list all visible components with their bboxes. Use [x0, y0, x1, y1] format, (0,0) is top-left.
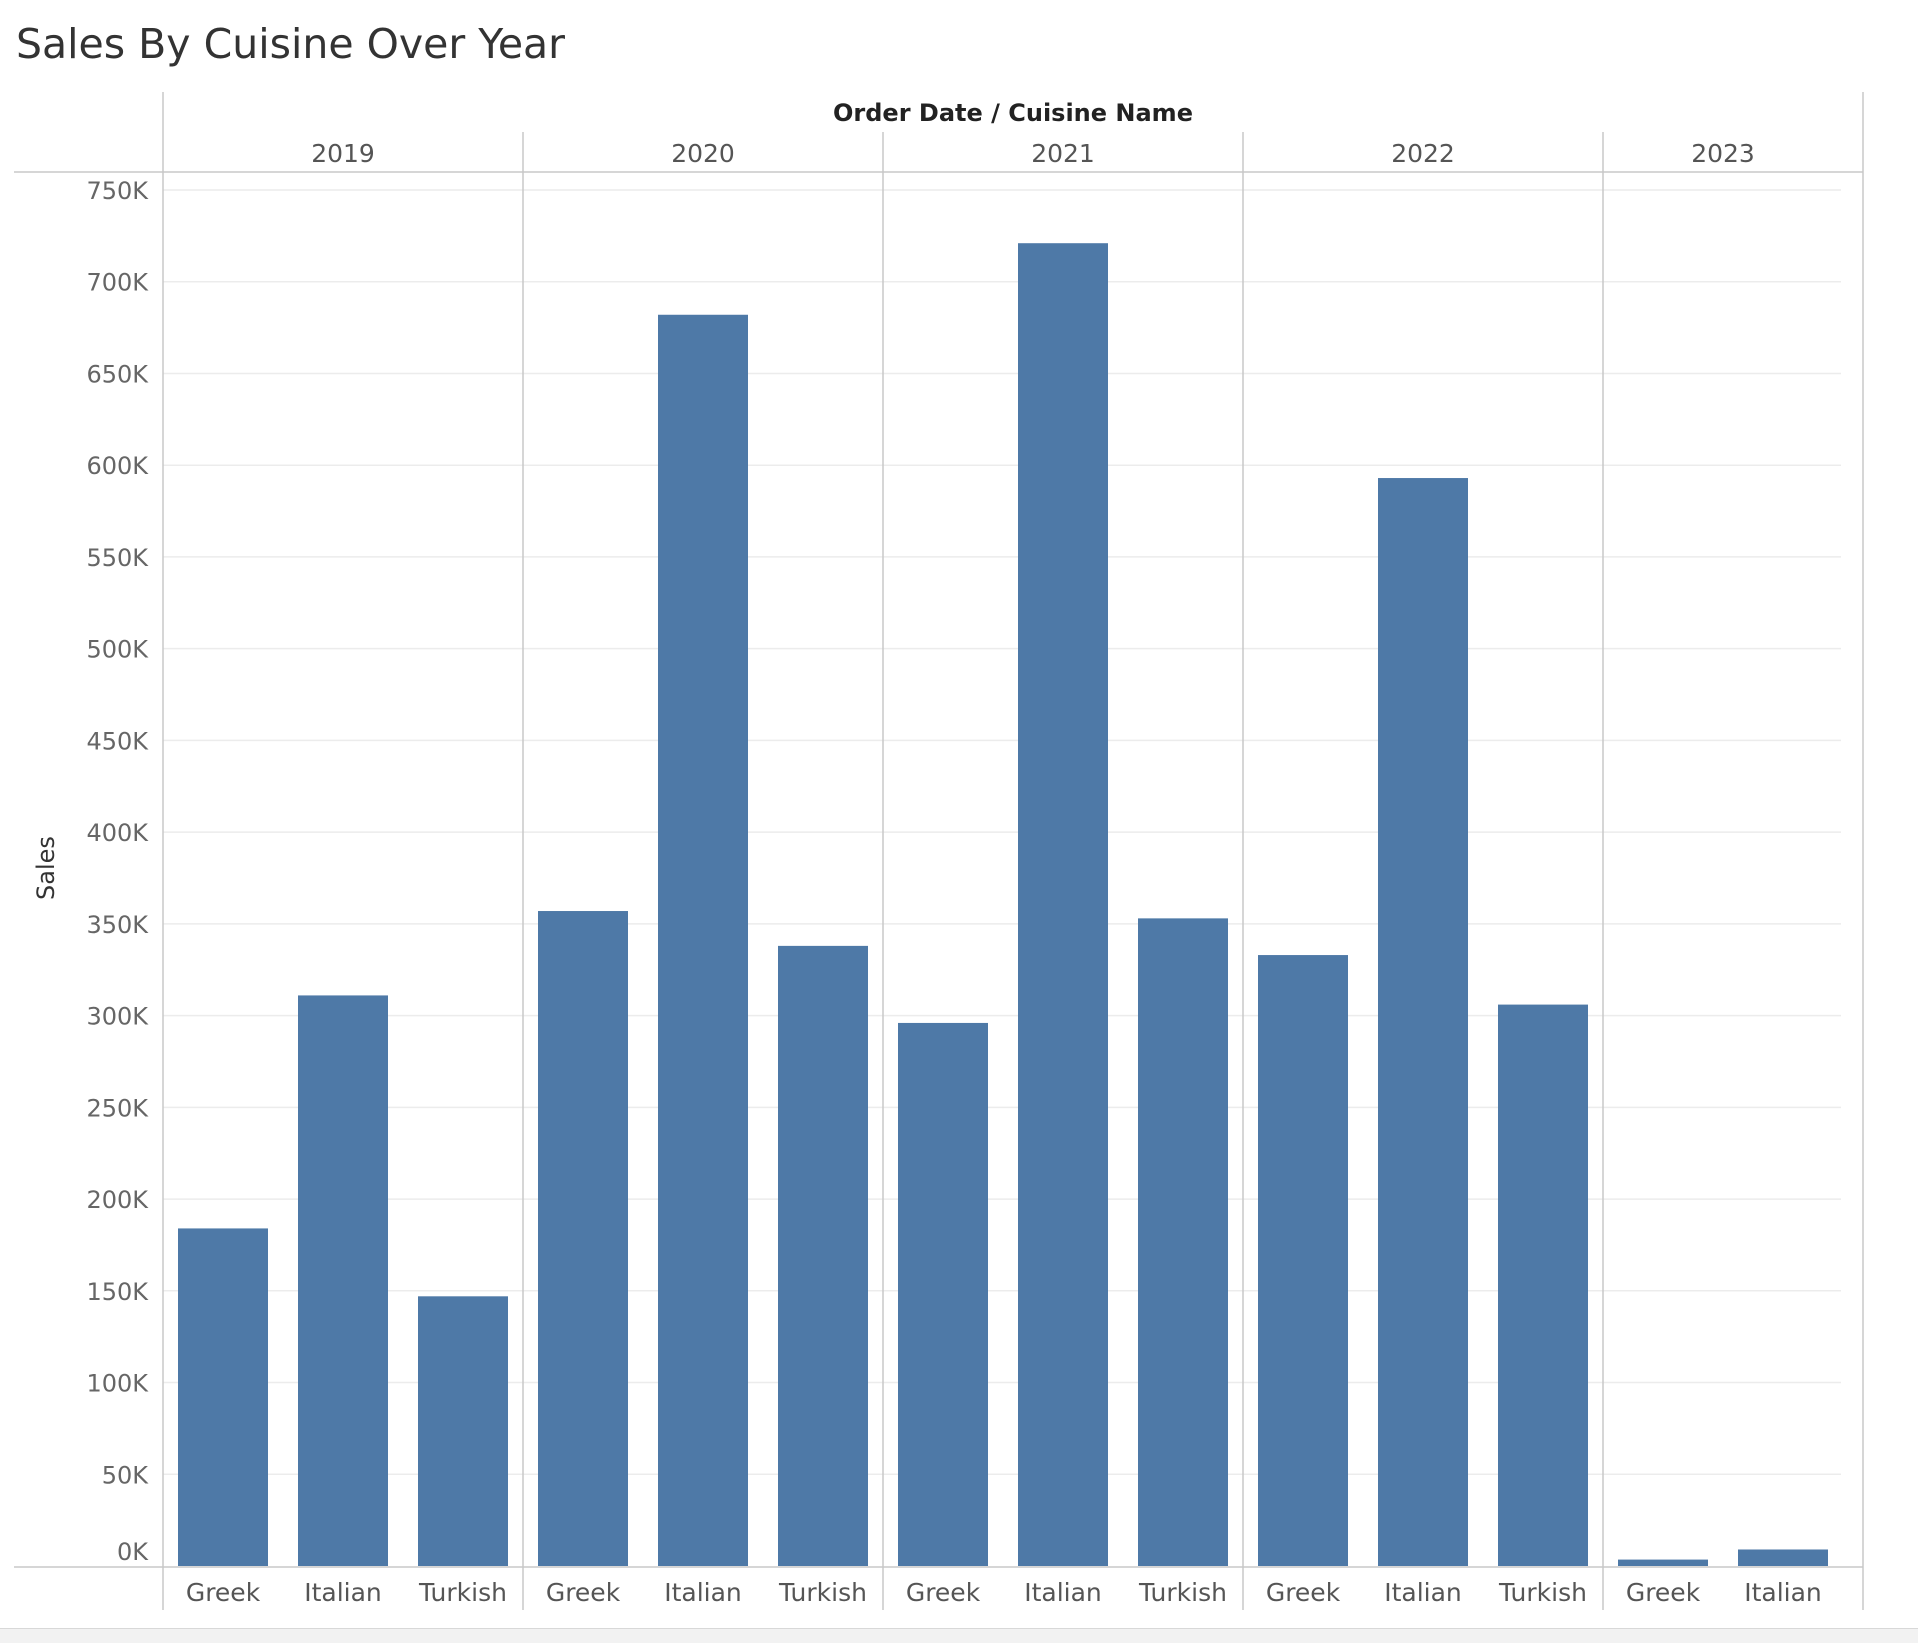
bar-2020-italian[interactable]	[658, 314, 748, 1566]
category-label: Italian	[304, 1578, 382, 1607]
category-label: Turkish	[1498, 1578, 1587, 1607]
y-tick-label: 500K	[86, 636, 149, 664]
year-header-2019: 2019	[311, 139, 375, 168]
category-label: Greek	[906, 1578, 981, 1607]
bar-2022-turkish[interactable]	[1498, 1004, 1588, 1566]
category-label: Italian	[1744, 1578, 1822, 1607]
bar-2019-turkish[interactable]	[418, 1296, 508, 1566]
y-axis-label: Sales	[32, 836, 60, 900]
column-header: Order Date / Cuisine Name	[833, 99, 1193, 127]
y-tick-label: 650K	[86, 360, 149, 388]
y-tick-label: 250K	[86, 1094, 149, 1122]
bar-2021-greek[interactable]	[898, 1022, 988, 1566]
category-label: Italian	[1384, 1578, 1462, 1607]
bar-2020-turkish[interactable]	[778, 945, 868, 1566]
bar-2023-italian[interactable]	[1738, 1549, 1828, 1566]
bar-2022-italian[interactable]	[1378, 478, 1468, 1566]
y-tick-label: 700K	[86, 269, 149, 297]
bar-2021-turkish[interactable]	[1138, 918, 1228, 1566]
chart-title: Sales By Cuisine Over Year	[16, 20, 566, 68]
bar-2019-greek[interactable]	[178, 1228, 268, 1566]
y-tick-label: 550K	[86, 544, 149, 572]
category-label: Greek	[1266, 1578, 1341, 1607]
category-label: Greek	[546, 1578, 621, 1607]
category-label: Turkish	[418, 1578, 507, 1607]
y-tick-label: 350K	[86, 911, 149, 939]
y-tick-label: 100K	[86, 1370, 149, 1398]
category-label: Italian	[664, 1578, 742, 1607]
bar-2021-italian[interactable]	[1018, 243, 1108, 1567]
bar-2020-greek[interactable]	[538, 911, 628, 1566]
y-tick-label: 200K	[86, 1186, 149, 1214]
y-tick-label: 600K	[86, 452, 149, 480]
y-tick-label: 750K	[86, 177, 149, 205]
category-label: Turkish	[778, 1578, 867, 1607]
y-tick-label: 0K	[117, 1538, 149, 1566]
bar-2022-greek[interactable]	[1258, 955, 1348, 1566]
year-header-2020: 2020	[671, 139, 735, 168]
category-label: Turkish	[1138, 1578, 1227, 1607]
bar-2023-greek[interactable]	[1618, 1559, 1708, 1566]
year-header-2023: 2023	[1691, 139, 1755, 168]
y-tick-label: 150K	[86, 1278, 149, 1306]
category-label: Italian	[1024, 1578, 1102, 1607]
category-label: Greek	[186, 1578, 261, 1607]
y-tick-label: 50K	[102, 1461, 150, 1489]
category-label: Greek	[1626, 1578, 1701, 1607]
bottom-strip	[0, 1628, 1918, 1643]
y-tick-label: 400K	[86, 819, 149, 847]
bar-2019-italian[interactable]	[298, 995, 388, 1566]
y-tick-label: 300K	[86, 1003, 149, 1031]
year-header-2021: 2021	[1031, 139, 1095, 168]
y-tick-label: 450K	[86, 727, 149, 755]
year-header-2022: 2022	[1391, 139, 1455, 168]
